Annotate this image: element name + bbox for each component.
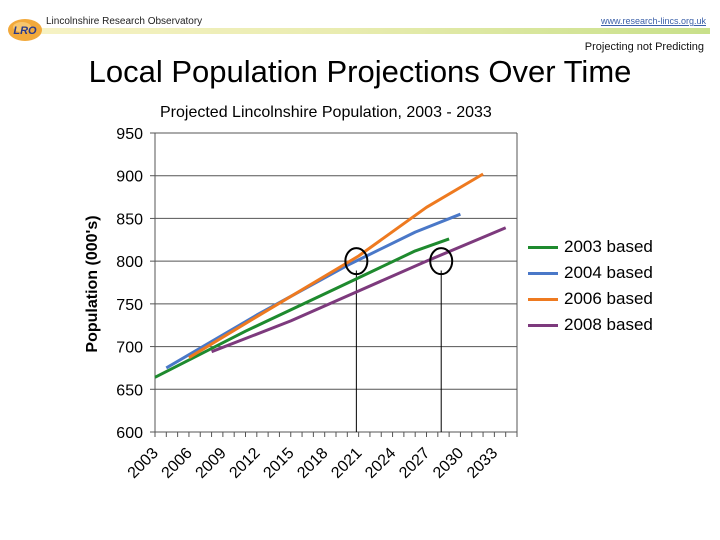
website-link[interactable]: www.research-lincs.org.uk (600, 16, 706, 26)
series-line (165, 212, 461, 370)
legend-swatch (528, 323, 558, 327)
y-tick-label: 900 (116, 169, 143, 186)
x-tick-label: 2021 (328, 445, 365, 482)
logo-text: LRO (13, 25, 37, 37)
tagline: Projecting not Predicting (584, 41, 704, 53)
y-tick-label: 800 (116, 254, 143, 271)
y-tick-label: 950 (116, 126, 143, 143)
x-tick-label: 2006 (159, 445, 196, 482)
logo-highlight (13, 22, 31, 32)
lro-logo: LRO (8, 19, 42, 41)
legend-swatch (528, 245, 558, 249)
series-line (154, 237, 450, 379)
header-bar (40, 28, 710, 34)
chart-legend: 2003 based 2004 based 2006 based 2008 based (528, 234, 653, 338)
slide-title: Local Population Projections Over Time (88, 54, 632, 89)
legend-label: 2006 based (564, 289, 653, 308)
series-line (188, 172, 484, 359)
legend-label: 2008 based (564, 315, 653, 334)
y-tick-label: 700 (116, 340, 143, 357)
x-tick-label: 2018 (294, 445, 331, 482)
x-tick-label: 2033 (464, 445, 501, 482)
x-tick-label: 2009 (193, 445, 230, 482)
annotation-circle (429, 247, 454, 276)
legend-label: 2003 based (564, 237, 653, 256)
chart-title: Projected Lincolnshire Population, 2003 … (160, 104, 492, 121)
org-name: Lincolnshire Research Observatory (46, 16, 203, 27)
x-tick-label: 2015 (260, 445, 297, 482)
x-tick-label: 2024 (362, 445, 399, 482)
legend-item: 2003 based (528, 234, 653, 260)
x-tick-label: 2030 (430, 445, 467, 482)
x-tick-label: 2003 (125, 445, 162, 482)
y-tick-label: 850 (116, 211, 143, 228)
legend-label: 2004 based (564, 263, 653, 282)
series-line (211, 226, 507, 354)
x-tick-label: 2012 (226, 445, 263, 482)
annotation-circle (344, 247, 369, 276)
legend-swatch (528, 297, 558, 301)
y-tick-label: 750 (116, 297, 143, 314)
y-tick-label: 600 (116, 425, 143, 442)
legend-item: 2008 based (528, 312, 653, 338)
legend-item: 2006 based (528, 286, 653, 312)
legend-item: 2004 based (528, 260, 653, 286)
y-tick-label: 650 (116, 382, 143, 399)
legend-swatch (528, 271, 558, 275)
x-tick-label: 2027 (396, 445, 433, 482)
